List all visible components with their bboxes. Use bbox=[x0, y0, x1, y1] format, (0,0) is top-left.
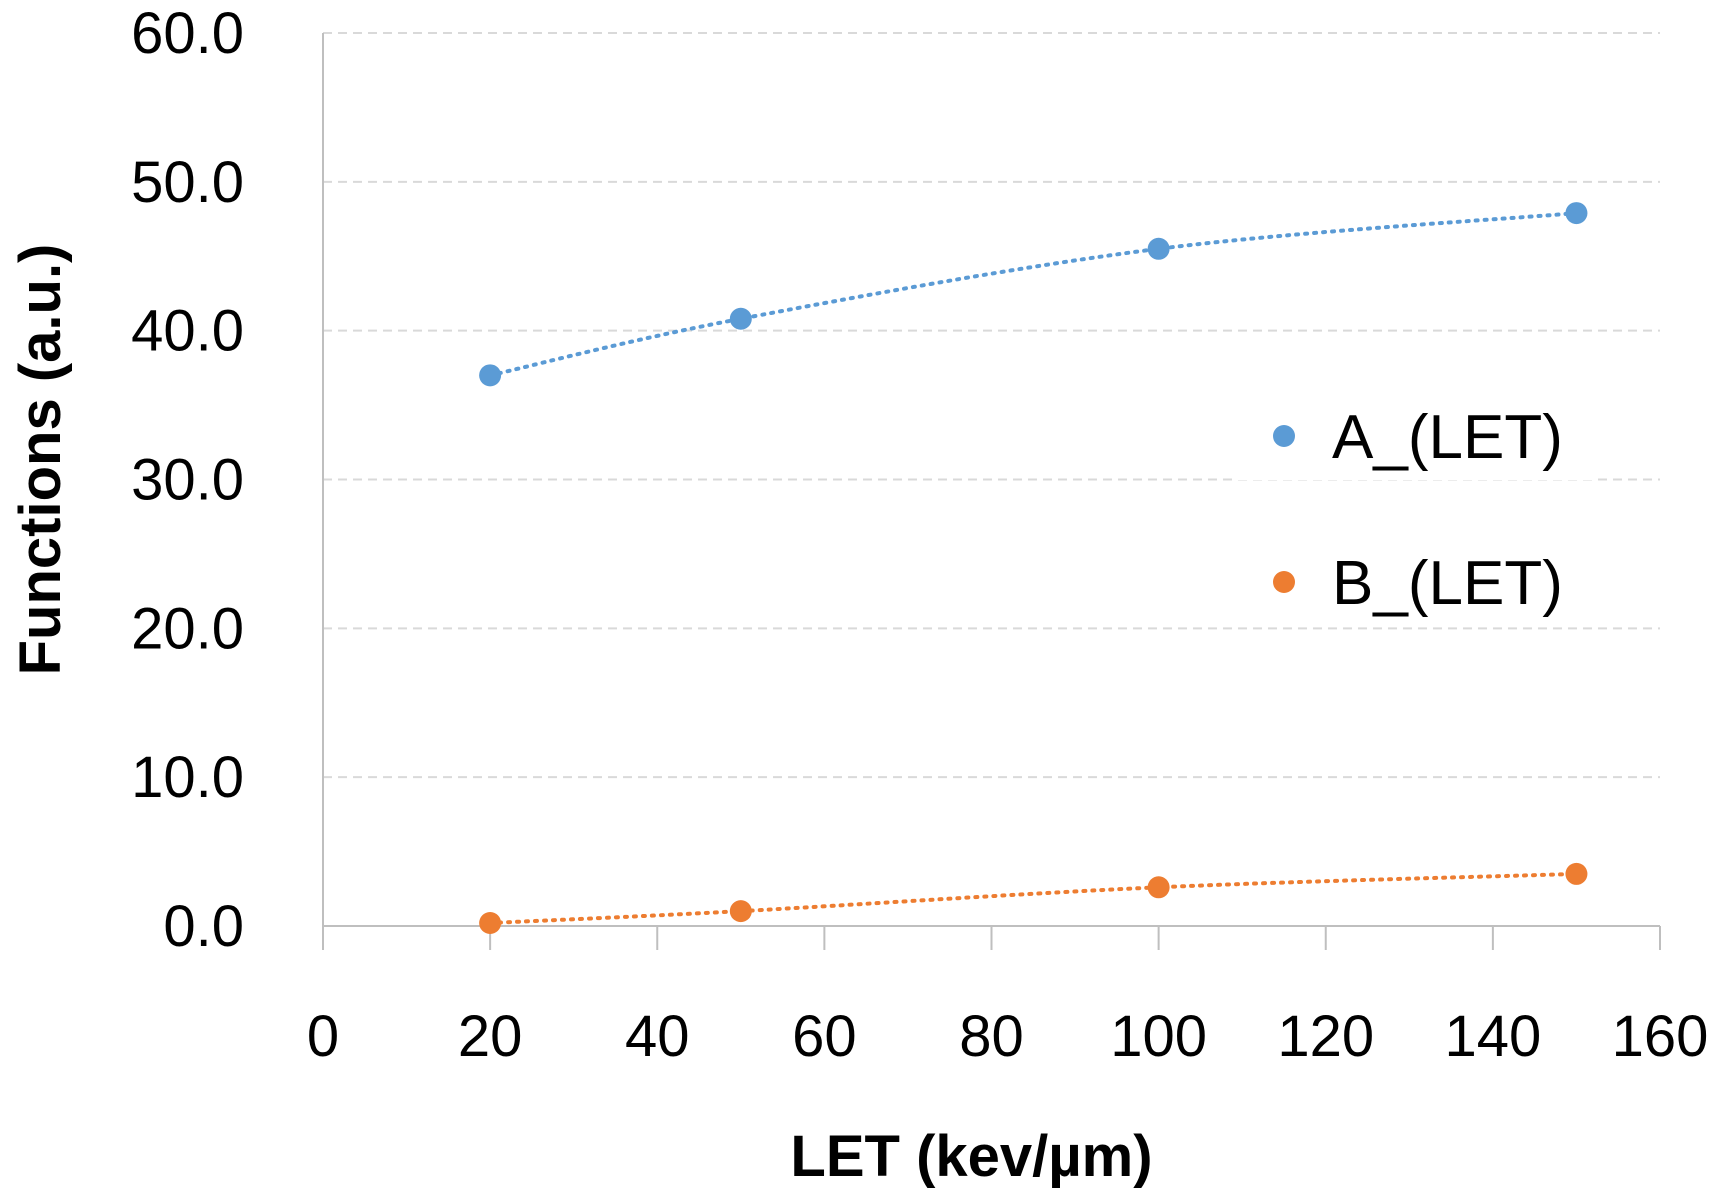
point-series-0-0 bbox=[479, 364, 502, 387]
legend-label-0: A_(LET) bbox=[1332, 403, 1563, 472]
tick-labels: 0 20 40 60 80 100 120 140 160 0.0 10.0 20.0 30.0 40.0… bbox=[131, 1, 1708, 1069]
point-series-0-3 bbox=[1565, 202, 1588, 225]
point-series-1-0 bbox=[479, 912, 502, 935]
y-axis-title: Functions (a.u.) bbox=[8, 244, 73, 676]
point-series-1-2 bbox=[1147, 876, 1170, 899]
axes bbox=[322, 33, 1661, 950]
x-tick-label-2: 40 bbox=[625, 1004, 690, 1069]
x-tick-label-7: 140 bbox=[1444, 1004, 1541, 1069]
plot-area bbox=[479, 202, 1588, 935]
x-tick-label-3: 60 bbox=[792, 1004, 857, 1069]
legend: A_(LET) B_(LET) bbox=[1232, 380, 1592, 626]
legend-marker-0 bbox=[1273, 425, 1295, 447]
y-tick-label-5: 50.0 bbox=[131, 150, 244, 215]
x-tick-label-8: 160 bbox=[1612, 1004, 1709, 1069]
y-tick-label-0: 0.0 bbox=[163, 894, 244, 959]
x-tick-label-5: 100 bbox=[1110, 1004, 1207, 1069]
legend-label-1: B_(LET) bbox=[1332, 549, 1563, 618]
trendline-series-0 bbox=[488, 211, 1579, 378]
x-tick-label-6: 120 bbox=[1277, 1004, 1374, 1069]
trendline-series-1 bbox=[488, 871, 1579, 926]
y-tick-label-1: 10.0 bbox=[131, 745, 244, 810]
x-tick-label-4: 80 bbox=[959, 1004, 1024, 1069]
point-series-0-2 bbox=[1147, 237, 1170, 260]
y-tick-label-6: 60.0 bbox=[131, 1, 244, 66]
point-series-1-1 bbox=[729, 900, 752, 923]
y-tick-label-4: 40.0 bbox=[131, 299, 244, 364]
x-tick-label-1: 20 bbox=[458, 1004, 523, 1069]
legend-marker-1 bbox=[1273, 571, 1295, 593]
point-series-0-1 bbox=[729, 307, 752, 330]
point-series-1-3 bbox=[1565, 862, 1588, 885]
x-axis-title: LET (kev/µm) bbox=[790, 1124, 1152, 1189]
y-tick-label-2: 20.0 bbox=[131, 596, 244, 661]
y-tick-label-3: 30.0 bbox=[131, 448, 244, 513]
x-tick-label-0: 0 bbox=[307, 1004, 339, 1069]
